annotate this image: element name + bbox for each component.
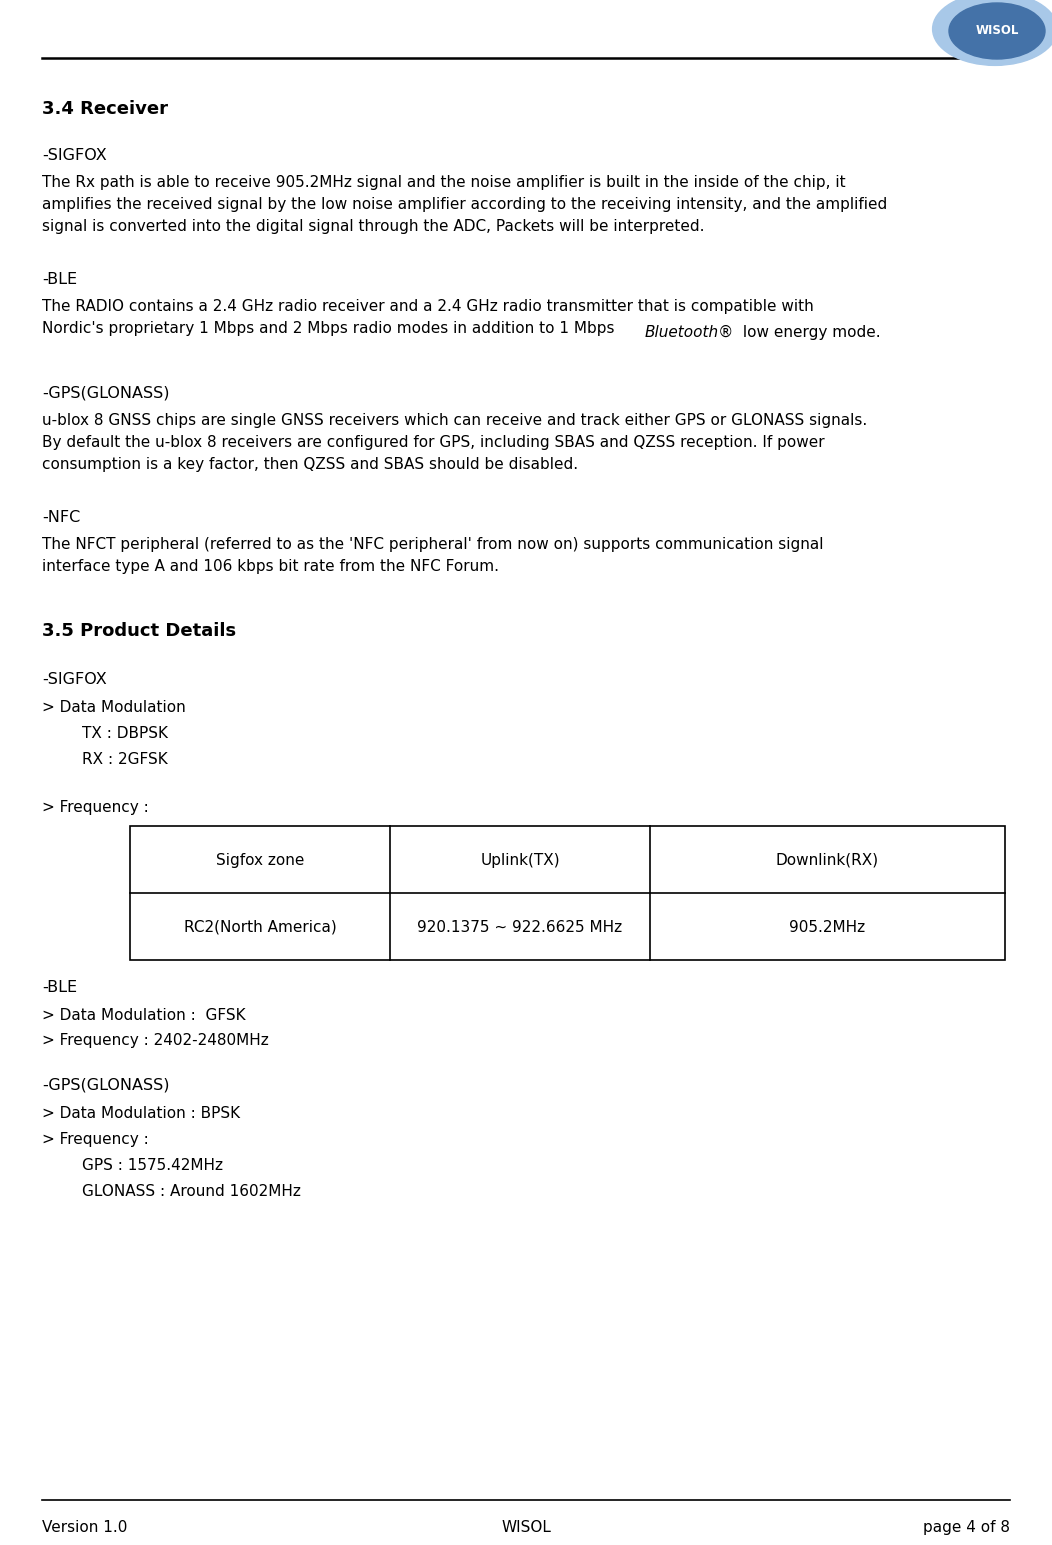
Text: -SIGFOX: -SIGFOX: [42, 148, 106, 164]
Text: Version 1.0: Version 1.0: [42, 1520, 127, 1536]
Text: > Frequency :: > Frequency :: [42, 1132, 148, 1146]
Text: > Data Modulation : BPSK: > Data Modulation : BPSK: [42, 1106, 240, 1122]
Text: > Frequency : 2402-2480MHz: > Frequency : 2402-2480MHz: [42, 1034, 268, 1048]
Text: Sigfox zone: Sigfox zone: [216, 853, 304, 867]
Text: -SIGFOX: -SIGFOX: [42, 672, 106, 688]
Text: The Rx path is able to receive 905.2MHz signal and the noise amplifier is built : The Rx path is able to receive 905.2MHz …: [42, 175, 887, 235]
Text: Downlink(RX): Downlink(RX): [776, 853, 879, 867]
Ellipse shape: [933, 0, 1052, 65]
Text: TX : DBPSK: TX : DBPSK: [82, 726, 168, 742]
Text: > Data Modulation: > Data Modulation: [42, 700, 186, 715]
Text: GPS : 1575.42MHz: GPS : 1575.42MHz: [82, 1159, 223, 1173]
Text: > Frequency :: > Frequency :: [42, 800, 148, 816]
Text: Uplink(TX): Uplink(TX): [480, 853, 560, 867]
Ellipse shape: [949, 3, 1045, 59]
Text: -GPS(GLONASS): -GPS(GLONASS): [42, 1078, 169, 1092]
Text: > Data Modulation :  GFSK: > Data Modulation : GFSK: [42, 1007, 245, 1023]
Text: page 4 of 8: page 4 of 8: [923, 1520, 1010, 1536]
Text: 920.1375 ~ 922.6625 MHz: 920.1375 ~ 922.6625 MHz: [418, 919, 623, 935]
Text: WISOL: WISOL: [501, 1520, 551, 1536]
Text: WISOL: WISOL: [975, 25, 1018, 37]
Text: -NFC: -NFC: [42, 510, 80, 525]
Text: 905.2MHz: 905.2MHz: [789, 919, 866, 935]
Text: u-blox 8 GNSS chips are single GNSS receivers which can receive and track either: u-blox 8 GNSS chips are single GNSS rece…: [42, 413, 867, 473]
Text: 3.4 Receiver: 3.4 Receiver: [42, 100, 168, 117]
Text: 3.5 Product Details: 3.5 Product Details: [42, 623, 236, 640]
Text: RX : 2GFSK: RX : 2GFSK: [82, 752, 167, 766]
Bar: [130, 827, 1005, 959]
Text: low energy mode.: low energy mode.: [739, 324, 881, 340]
Text: -GPS(GLONASS): -GPS(GLONASS): [42, 386, 169, 402]
Text: -BLE: -BLE: [42, 980, 77, 995]
Text: The RADIO contains a 2.4 GHz radio receiver and a 2.4 GHz radio transmitter that: The RADIO contains a 2.4 GHz radio recei…: [42, 300, 814, 337]
Text: RC2(North America): RC2(North America): [184, 919, 337, 935]
Text: GLONASS : Around 1602MHz: GLONASS : Around 1602MHz: [82, 1183, 301, 1199]
Text: The NFCT peripheral (referred to as the 'NFC peripheral' from now on) supports c: The NFCT peripheral (referred to as the …: [42, 538, 824, 575]
Text: -BLE: -BLE: [42, 272, 77, 287]
Text: Bluetooth®: Bluetooth®: [645, 324, 734, 340]
